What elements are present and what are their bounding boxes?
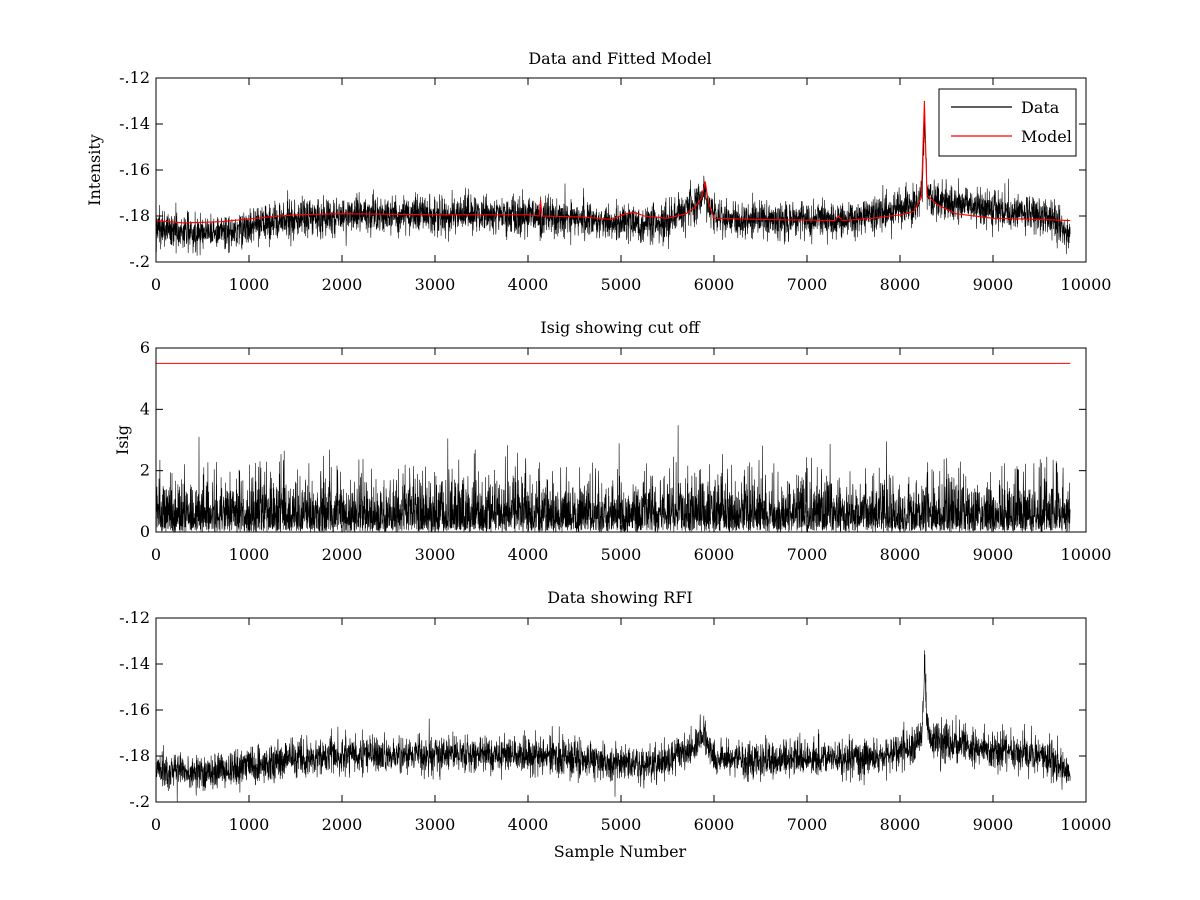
panel-2-ytick-label: 4 <box>140 399 150 418</box>
panel-3-plot-area <box>156 650 1071 802</box>
panel-1-ytick-label: -.14 <box>119 114 150 133</box>
panel-2-xtick-label: 0 <box>151 545 161 564</box>
panel-2-ytick-label: 6 <box>140 338 150 357</box>
panel-2: Isig showing cut off Isig 0 1000 2000 3000 4… <box>113 318 1111 564</box>
panel-3: Data showing RFI Sample Number 0 1000 2000… <box>119 588 1111 861</box>
panel-2-xtick-label: 1000 <box>229 545 270 564</box>
panel-1-ytick-label: -.18 <box>119 206 150 225</box>
panel-1-ytick-label: -.16 <box>119 160 150 179</box>
panel-3-xtick-label: 1000 <box>229 815 270 834</box>
legend-label-model: Model <box>1021 127 1072 146</box>
panel-2-xtick-label: 7000 <box>787 545 828 564</box>
panel-2-plot-area <box>156 362 1071 532</box>
panel-3-xtick-label: 9000 <box>973 815 1014 834</box>
panel-3-ytick-label: -.2 <box>129 792 150 811</box>
panel-2-title: Isig showing cut off <box>540 318 701 337</box>
panel-3-xtick-label: 4000 <box>508 815 549 834</box>
panel-2-xtick-label: 6000 <box>694 545 735 564</box>
panel-1-xtick-label: 9000 <box>973 275 1014 294</box>
panel-2-xtick-label: 4000 <box>508 545 549 564</box>
panel-2-ytick-label: 2 <box>140 461 150 480</box>
panel-1-xtick-label: 0 <box>151 275 161 294</box>
panel-2-xtick-label: 3000 <box>415 545 456 564</box>
panel-3-xtick-label: 6000 <box>694 815 735 834</box>
panel-2-xtick-label: 9000 <box>973 545 1014 564</box>
panel-1-title: Data and Fitted Model <box>528 49 711 68</box>
panel-1-ytick-label: -.12 <box>119 68 150 87</box>
panel-2-xtick-label: 5000 <box>601 545 642 564</box>
panel-3-ytick-label: -.16 <box>119 700 150 719</box>
panel-3-title: Data showing RFI <box>547 588 692 607</box>
panel-1-xtick-label: 2000 <box>322 275 363 294</box>
panel-1-ylabel: Intensity <box>85 134 104 206</box>
panel-2-isig-line <box>156 425 1071 532</box>
panel-3-xtick-label: 3000 <box>415 815 456 834</box>
panel-3-xtick-label: 7000 <box>787 815 828 834</box>
panel-2-xtick-label: 10000 <box>1061 545 1112 564</box>
panel-1-xtick-label: 6000 <box>694 275 735 294</box>
legend-box <box>938 88 1077 157</box>
legend-label-data: Data <box>1021 98 1060 117</box>
panel-3-xtick-label: 8000 <box>880 815 921 834</box>
panel-3-xtick-label: 5000 <box>601 815 642 834</box>
panel-1-xtick-label: 4000 <box>508 275 549 294</box>
panel-2-ylabel: Isig <box>113 425 132 455</box>
panel-2-xtick-label: 2000 <box>322 545 363 564</box>
panel-1-xtick-label: 10000 <box>1061 275 1112 294</box>
panel-3-xtick-label: 2000 <box>322 815 363 834</box>
panel-3-xlabel: Sample Number <box>554 842 687 861</box>
panel-2-ytick-label: 0 <box>140 522 150 541</box>
panel-3-ytick-label: -.12 <box>119 608 150 627</box>
panel-3-ytick-label: -.14 <box>119 654 150 673</box>
panel-2-xtick-label: 8000 <box>880 545 921 564</box>
panel-3-xtick-label: 0 <box>151 815 161 834</box>
panel-1-xtick-label: 3000 <box>415 275 456 294</box>
panel-1-ytick-label: -.2 <box>129 252 150 271</box>
panel-3-series-data-line <box>156 650 1071 802</box>
panel-1-series-data-line <box>156 100 1071 256</box>
panel-3-ytick-label: -.18 <box>119 746 150 765</box>
panel-3-xtick-label: 10000 <box>1061 815 1112 834</box>
panel-1-xtick-label: 5000 <box>601 275 642 294</box>
panel-1-xtick-label: 8000 <box>880 275 921 294</box>
panel-1-series-model-line <box>156 100 1071 224</box>
panel-1-xtick-label: 1000 <box>229 275 270 294</box>
panel-1: Data and Fitted Model Intensity 0 1000 200… <box>85 49 1111 294</box>
panel-1-plot-area <box>156 100 1071 256</box>
panel-1-xtick-label: 7000 <box>787 275 828 294</box>
